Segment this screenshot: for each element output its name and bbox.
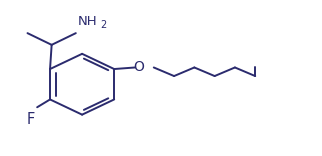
Text: 2: 2 <box>100 20 106 30</box>
Text: NH: NH <box>77 15 97 28</box>
Text: O: O <box>133 61 144 74</box>
Text: F: F <box>27 112 35 127</box>
